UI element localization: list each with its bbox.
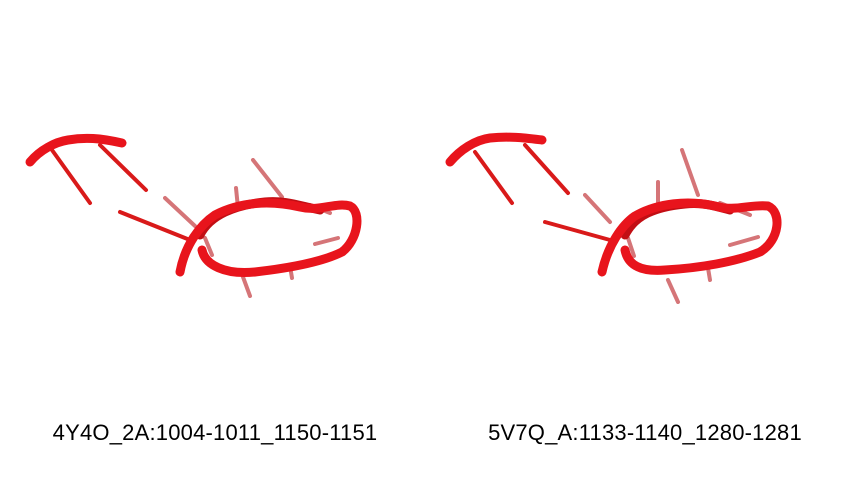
- structure-panel-left: 4Y4O_2A:1004-1011_1150-1151: [25, 133, 378, 445]
- structure-label-left: 4Y4O_2A:1004-1011_1150-1151: [52, 420, 378, 445]
- base-sticks-front: [50, 143, 192, 242]
- backbone-loop: [597, 198, 782, 277]
- rna-structure-render-right: [445, 132, 782, 304]
- structure-label-right: 5V7Q_A:1133-1140_1280-1281: [488, 420, 802, 445]
- rna-structure-render-left: [25, 133, 362, 298]
- base-sticks-front: [473, 143, 612, 242]
- backbone-hook: [445, 132, 547, 167]
- backbone-loop: [175, 198, 362, 278]
- structure-panel-right: 5V7Q_A:1133-1140_1280-1281: [430, 0, 860, 480]
- backbone-hook: [25, 133, 127, 167]
- base-sticks-back: [583, 148, 760, 304]
